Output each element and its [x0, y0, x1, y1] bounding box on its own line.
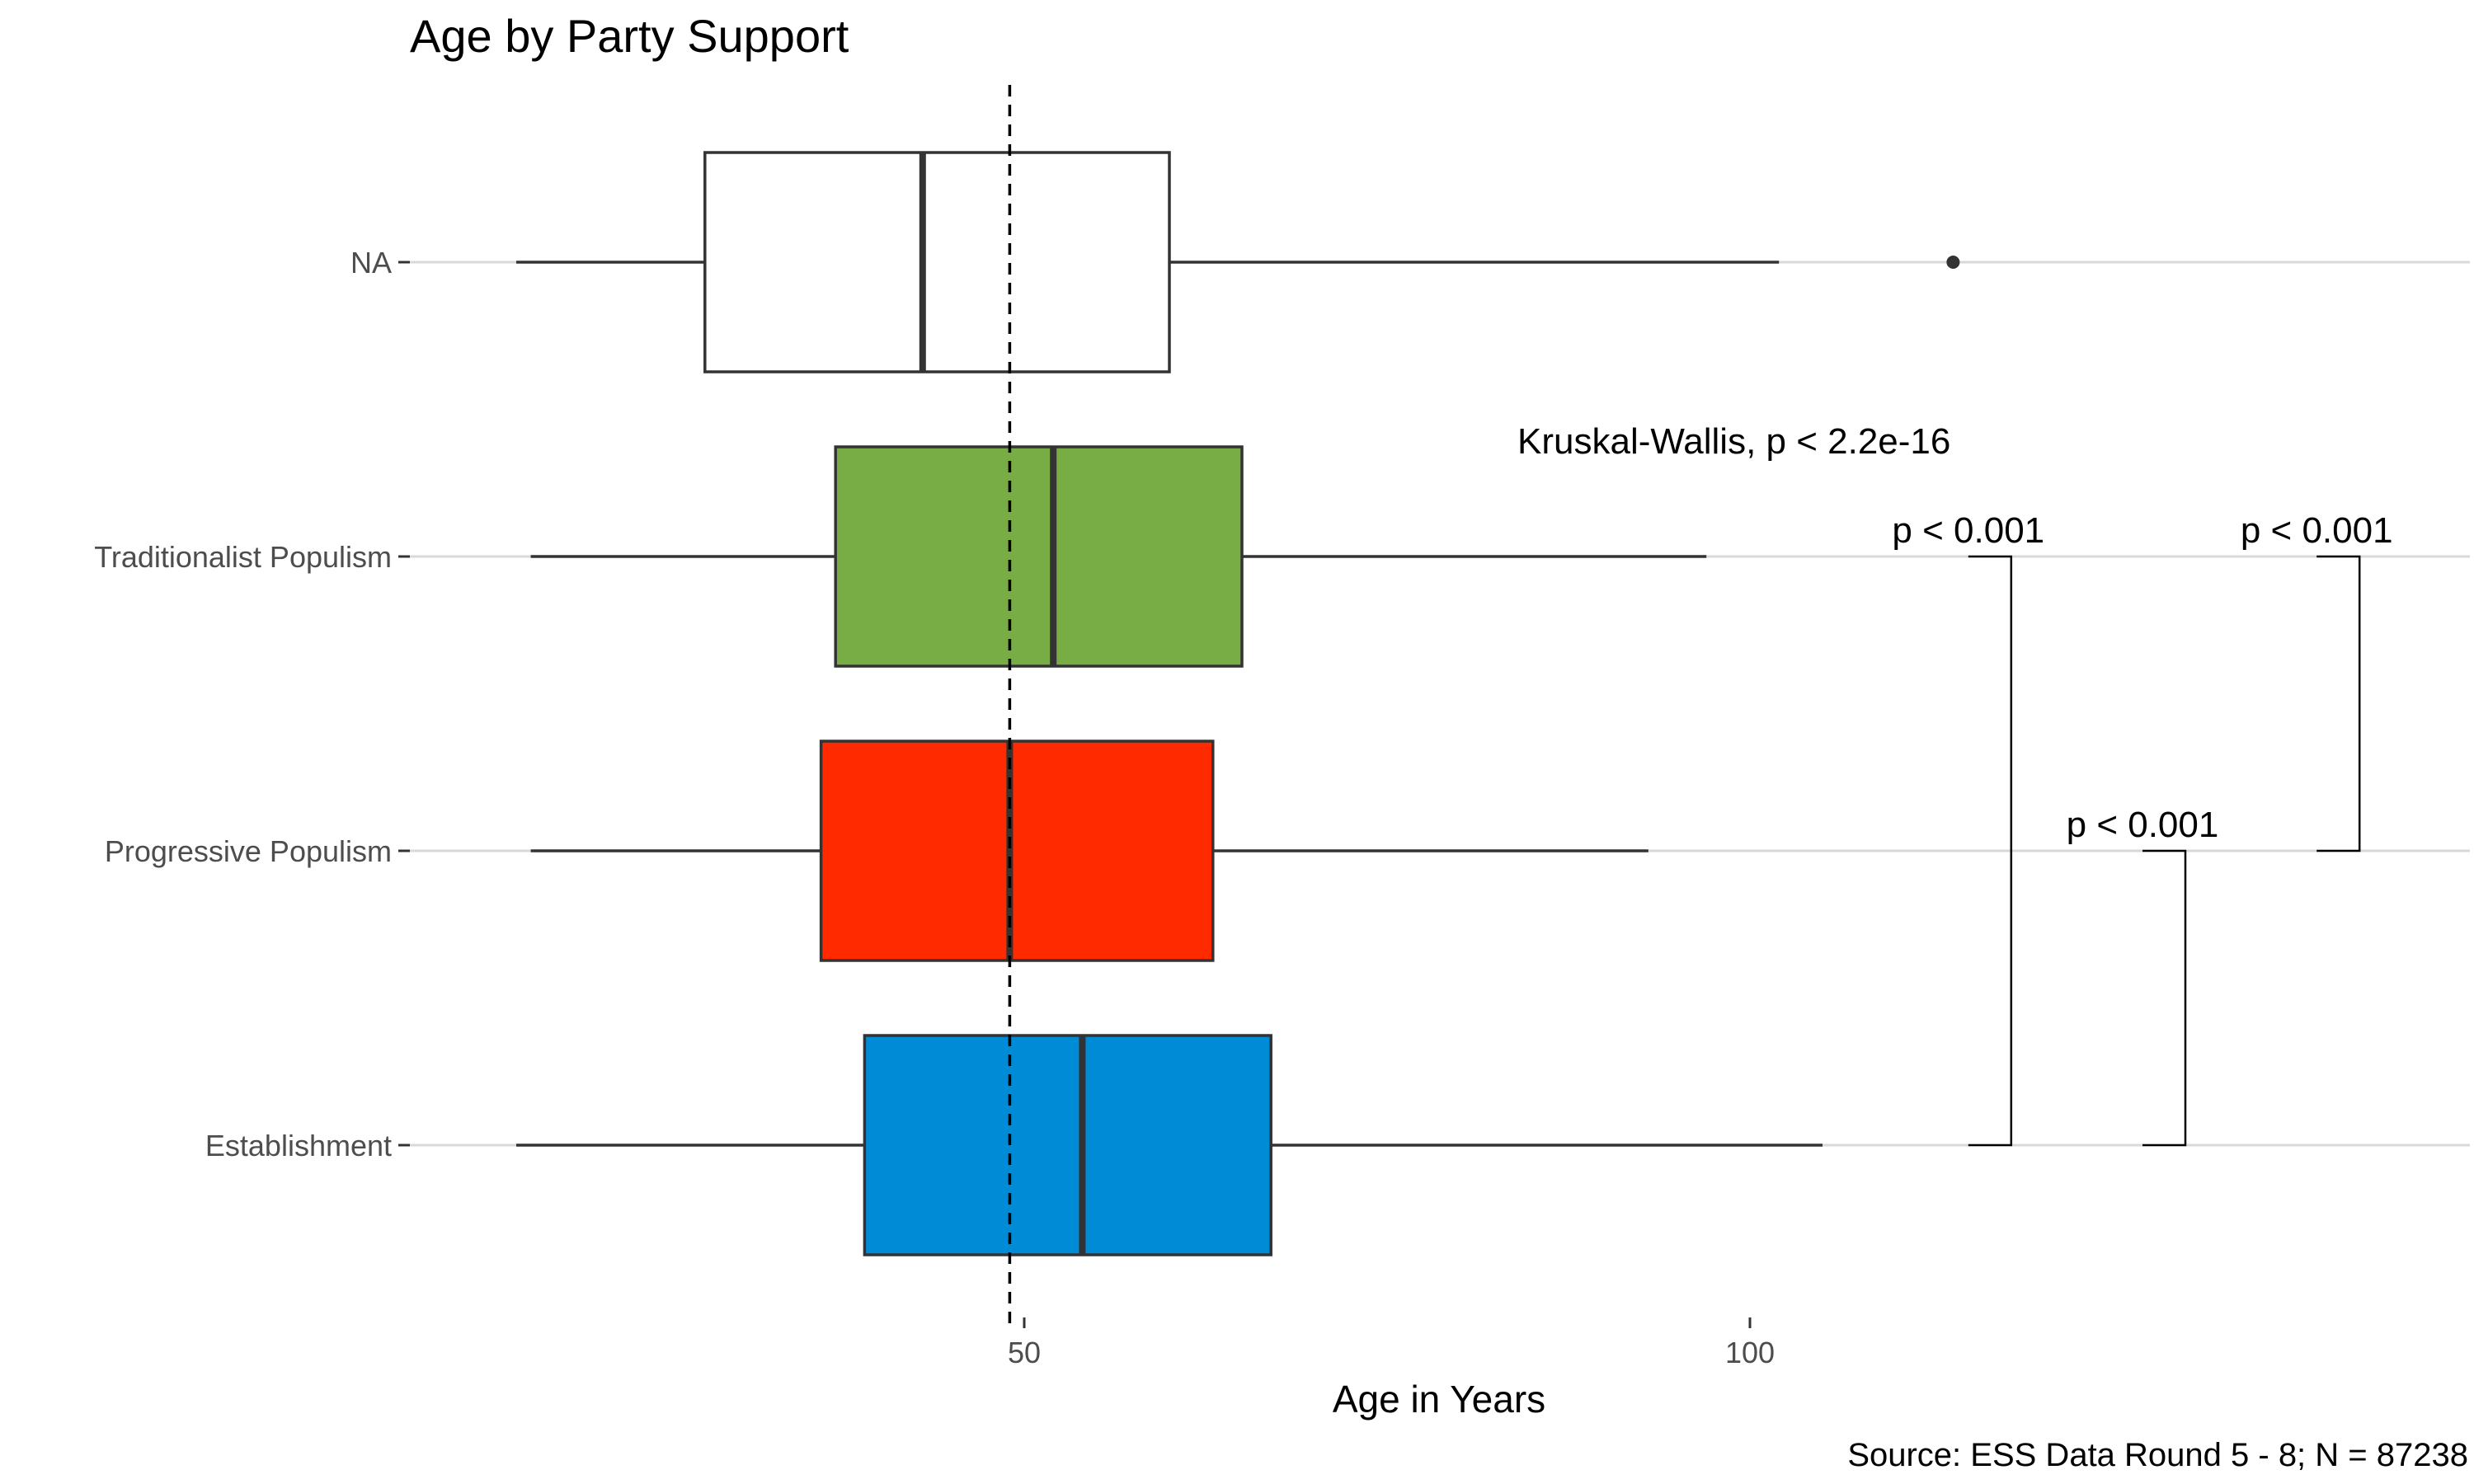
grid-layer	[410, 261, 2470, 1147]
axes-layer: NA Traditionalist Populism Progressive Pop…	[94, 246, 1775, 1369]
y-tick-label: NA	[350, 246, 392, 279]
bracket-line	[1968, 555, 2013, 1147]
x-tick-label: 100	[1725, 1336, 1775, 1369]
boxplot-traditionalist-populism	[530, 445, 1707, 668]
chart-title: Age by Party Support	[410, 10, 849, 62]
y-tick-label: Progressive Populism	[105, 834, 392, 868]
p-value-label: p < 0.001	[2067, 805, 2219, 845]
y-tick-label: Establishment	[205, 1129, 392, 1162]
boxplot-na	[516, 151, 1960, 373]
x-axis-title: Age in Years	[1333, 1378, 1545, 1421]
comparison-bracket: p < 0.001	[2067, 805, 2219, 1147]
outlier-point	[1946, 256, 1960, 269]
boxplot-progressive-populism	[530, 740, 1649, 962]
boxes-layer	[516, 151, 1960, 1256]
p-value-label: p < 0.001	[1892, 510, 2044, 551]
x-tick-label: 50	[1008, 1336, 1041, 1369]
box-iqr	[819, 740, 1215, 962]
test-label: Kruskal-Wallis, p < 2.2e-16	[1517, 421, 1950, 462]
bracket-line	[2142, 849, 2187, 1147]
y-tick-label: Traditionalist Populism	[94, 540, 392, 574]
comparison-layer: p < 0.001 p < 0.001 p < 0.001	[1892, 510, 2393, 1147]
chart-caption: Source: ESS Data Round 5 - 8; N = 87238	[1847, 1437, 2468, 1473]
comparison-bracket: p < 0.001	[1892, 510, 2044, 1147]
boxplot-establishment	[516, 1034, 1823, 1256]
bracket-line	[2316, 555, 2361, 852]
comparison-bracket: p < 0.001	[2241, 510, 2393, 852]
box-iqr	[834, 445, 1244, 668]
p-value-label: p < 0.001	[2241, 510, 2393, 551]
box-iqr	[863, 1034, 1272, 1256]
box-iqr	[703, 151, 1171, 373]
